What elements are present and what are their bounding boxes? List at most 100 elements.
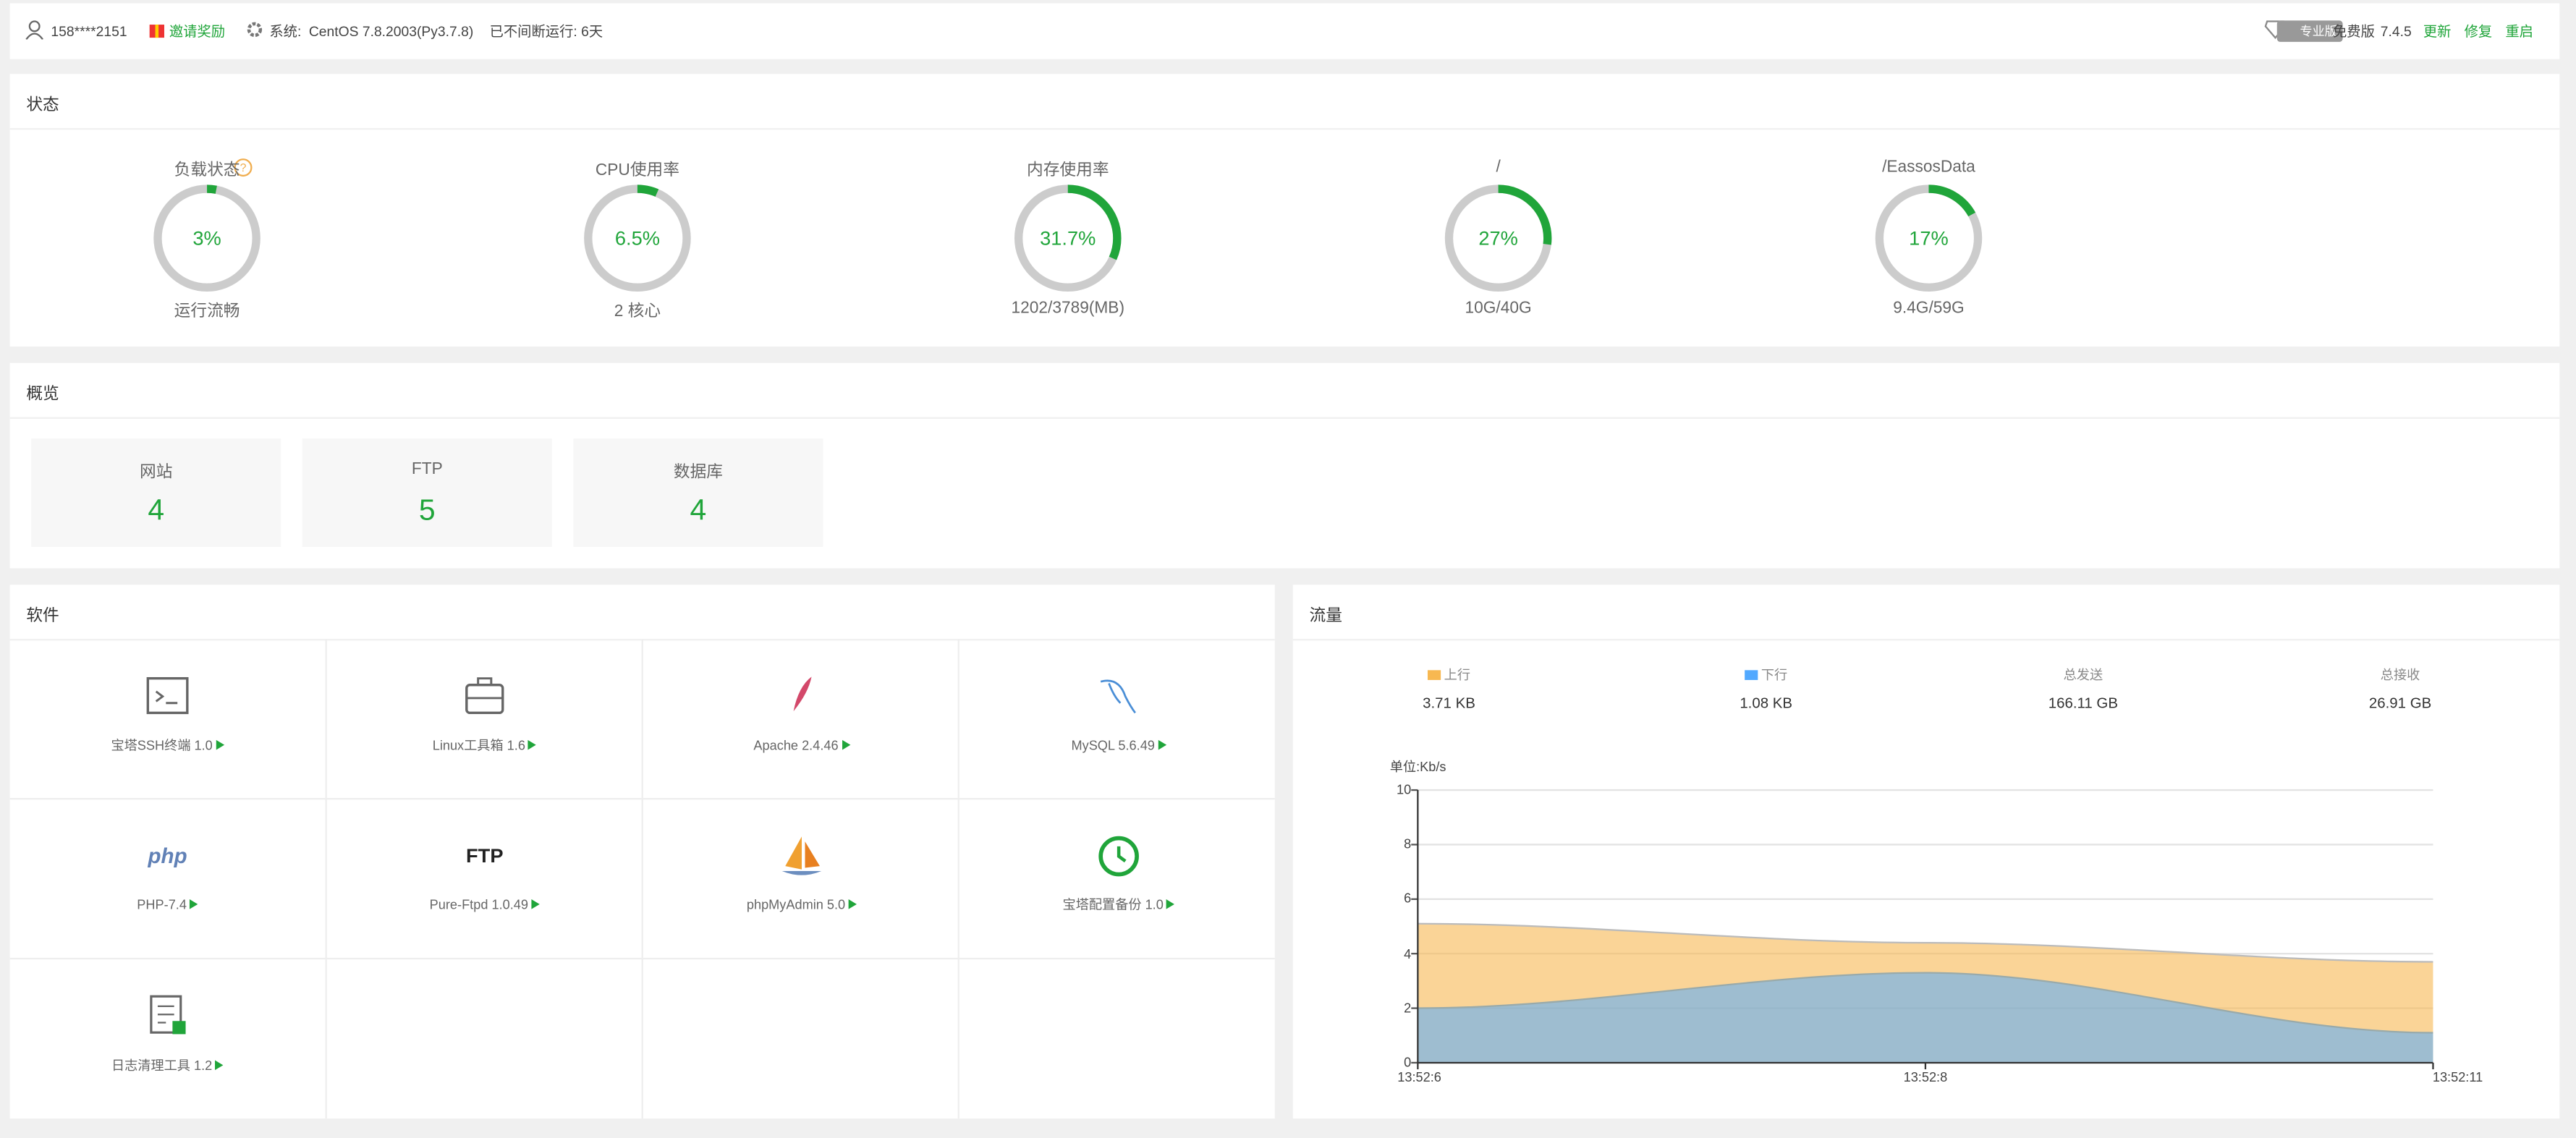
panel-title: 概览 — [26, 386, 59, 404]
gauge-label: / — [1496, 158, 1501, 177]
icon — [781, 870, 822, 875]
icon — [805, 841, 820, 868]
icon — [157, 1005, 174, 1024]
gauge-label: CPU使用率 — [595, 161, 679, 180]
play-arrow — [842, 739, 850, 750]
icon — [1100, 679, 1136, 714]
system-label: 系统: — [269, 22, 302, 40]
x-tick-label: 13:52:6 — [1397, 1070, 1441, 1085]
gauge-sub: 1202/3789(MB) — [1011, 300, 1125, 318]
user-name: 158****2151 — [51, 22, 127, 40]
gauge-arc — [1875, 184, 1983, 292]
overview-card — [31, 438, 281, 548]
legend-swatch — [1427, 670, 1441, 680]
play-arrow — [1166, 899, 1175, 910]
gauge-arc — [1014, 184, 1122, 292]
icon — [155, 690, 178, 705]
icon-text: FTP — [466, 844, 504, 868]
play-arrow — [531, 899, 540, 910]
area — [1418, 972, 2433, 1063]
y-tick-label: 6 — [1404, 891, 1412, 907]
gauge-sub: 2 核心 — [614, 302, 661, 321]
stat-label: 总发送 — [2063, 667, 2103, 683]
legend-label: 下行 — [1761, 667, 1788, 683]
icon-text: php — [148, 844, 187, 869]
y-tick-label: 4 — [1404, 946, 1412, 961]
help-mark: ? — [240, 162, 247, 174]
software-name[interactable]: Linux工具箱 1.6 — [433, 736, 537, 755]
icon — [172, 1021, 186, 1035]
gauge-value: 6.5% — [614, 226, 660, 250]
stat-value: 26.91 GB — [2368, 695, 2432, 712]
help-icon — [234, 158, 253, 177]
gauge-sub: 10G/40G — [1465, 300, 1532, 318]
edition-badge: 专业版 — [2276, 20, 2342, 42]
overview-count[interactable]: 4 — [690, 493, 707, 527]
software-name[interactable]: 宝塔配置备份 1.0 — [1063, 896, 1175, 914]
overview-label[interactable]: 数据库 — [673, 464, 723, 483]
legend-label: 上行 — [1444, 667, 1471, 683]
play-arrow — [848, 899, 857, 910]
gauge-value: 3% — [192, 226, 221, 250]
y-tick-label: 0 — [1404, 1055, 1412, 1071]
header-link[interactable]: 更新 — [2423, 22, 2452, 40]
play-arrow — [1158, 739, 1166, 750]
user-icon — [25, 20, 43, 40]
gauge-sub: 9.4G/59G — [1893, 300, 1965, 318]
area-line — [1418, 922, 2433, 963]
gauge-value: 17% — [1909, 226, 1949, 250]
gauge-label: 内存使用率 — [1027, 161, 1109, 180]
software-name[interactable]: phpMyAdmin 5.0 — [747, 898, 857, 913]
overview-card — [573, 438, 823, 548]
gauge-arc — [1444, 184, 1552, 292]
header-link[interactable]: 修复 — [2464, 22, 2493, 40]
gear-icon — [247, 22, 263, 38]
header-link[interactable]: 重启 — [2505, 22, 2533, 40]
legend-swatch — [1745, 670, 1758, 680]
software-name[interactable]: Apache 2.4.46 — [753, 739, 850, 753]
overview-label[interactable]: FTP — [411, 460, 443, 479]
y-tick-label: 8 — [1404, 837, 1412, 852]
invite-link[interactable]: 邀请奖励 — [169, 22, 226, 40]
panel-title: 软件 — [26, 608, 59, 627]
divider — [9, 417, 2560, 419]
y-tick-label: 2 — [1404, 1001, 1412, 1016]
gauge-label: 负载状态 — [174, 161, 240, 180]
software-name[interactable]: Pure-Ftpd 1.0.49 — [430, 898, 540, 913]
stat-value: 166.11 GB — [2048, 695, 2118, 712]
overview-label[interactable]: 网站 — [139, 464, 173, 483]
overview-card — [302, 438, 552, 548]
software-name[interactable]: 日志清理工具 1.2 — [111, 1056, 224, 1074]
gauge-arc — [153, 184, 260, 292]
edition: 免费版 — [2332, 22, 2375, 40]
overview-count[interactable]: 4 — [148, 493, 165, 527]
icon — [466, 677, 503, 700]
uptime: 已不间断运行: 6天 — [489, 22, 603, 40]
gift-icon — [149, 25, 165, 38]
software-name[interactable]: PHP-7.4 — [137, 898, 198, 913]
icon — [1117, 846, 1127, 863]
panel-title: 状态 — [26, 96, 59, 115]
gauge-sub: 运行流畅 — [174, 302, 240, 321]
gauge-value: 27% — [1478, 226, 1518, 250]
gauge-arc — [584, 184, 691, 292]
play-arrow — [528, 739, 537, 750]
system-info: CentOS 7.8.2003(Py3.7.8) — [308, 22, 474, 40]
icon — [150, 995, 182, 1034]
divider — [9, 128, 2560, 130]
x-tick-label: 13:52:11 — [2432, 1070, 2483, 1085]
software-name[interactable]: MySQL 5.6.49 — [1071, 739, 1166, 753]
software-name[interactable]: 宝塔SSH终端 1.0 — [111, 736, 224, 755]
top-bar — [9, 3, 2560, 59]
version: 7.4.5 — [2380, 22, 2412, 40]
overview-count[interactable]: 5 — [418, 493, 436, 527]
panel-title: 流量 — [1309, 608, 1342, 627]
gauge-value: 31.7% — [1040, 226, 1096, 250]
area-line — [1418, 972, 2433, 1034]
play-arrow — [190, 899, 198, 910]
y-tick-label: 10 — [1397, 782, 1412, 798]
divider — [1292, 639, 2560, 641]
